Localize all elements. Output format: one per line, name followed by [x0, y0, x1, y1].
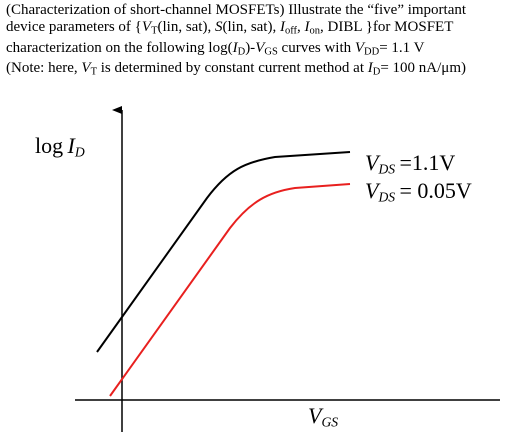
text-line: device parameters of {VT(lin, sat), S(li… — [6, 19, 466, 40]
text: (lin, sat), — [157, 19, 215, 35]
text: (lin, sat), — [222, 19, 280, 35]
symbol: V — [81, 60, 91, 77]
text-line: (Note: here, VT is determined by constan… — [6, 60, 466, 81]
curve-label: VDS = 0.05V — [365, 178, 472, 205]
text: characterization on the following log( — [6, 39, 233, 56]
text-line: characterization on the following log(ID… — [6, 40, 466, 61]
symbol: I — [367, 60, 373, 77]
subscript: GS — [264, 46, 278, 58]
text: , — [297, 19, 305, 35]
curve-high-vds — [96, 151, 351, 353]
text: = 1.1 V — [379, 39, 425, 56]
subscript: off — [284, 25, 298, 37]
subscript: on — [309, 25, 321, 37]
symbol: I — [304, 19, 310, 35]
subscript: DD — [364, 46, 380, 58]
text-line: (Characterization of short-channel MOSFE… — [6, 2, 466, 19]
text: )- — [245, 39, 256, 56]
symbol: S — [214, 19, 223, 35]
text: =1.1V — [399, 150, 456, 175]
symbol: I — [67, 133, 75, 158]
subscript: D — [372, 66, 381, 78]
symbol: V — [365, 178, 379, 203]
text: = 0.05V — [399, 178, 472, 203]
symbol: I — [232, 39, 238, 56]
y-axis-label: log ID — [35, 133, 85, 160]
subscript: DS — [378, 161, 396, 177]
symbol: V — [141, 19, 152, 35]
curve-label: VDS =1.1V — [365, 150, 455, 177]
text: (Characterization of short-channel MOSFE… — [6, 2, 467, 18]
symbol: V — [308, 403, 322, 428]
symbol: V — [255, 39, 265, 56]
text: log — [35, 133, 64, 158]
subscript: GS — [321, 414, 339, 430]
subscript: D — [74, 144, 85, 160]
symbol: V — [354, 39, 365, 56]
problem-text: (Characterization of short-channel MOSFE… — [6, 2, 466, 81]
text: , DIBL }for MOSFET — [320, 19, 454, 35]
text: device parameters of { — [6, 19, 142, 35]
subscript: T — [90, 66, 97, 78]
symbol: V — [365, 150, 379, 175]
x-axis-label: VGS — [308, 403, 338, 430]
subscript: DS — [378, 189, 396, 205]
text: (Note: here, — [6, 60, 82, 77]
subscript: D — [237, 46, 246, 58]
subscript: T — [151, 25, 158, 37]
text: curves with — [277, 39, 355, 56]
text: = 100 nA/μm) — [380, 60, 467, 77]
curve-low-vds — [109, 183, 351, 397]
symbol: I — [279, 19, 285, 35]
text: is determined by constant current method… — [96, 60, 368, 77]
